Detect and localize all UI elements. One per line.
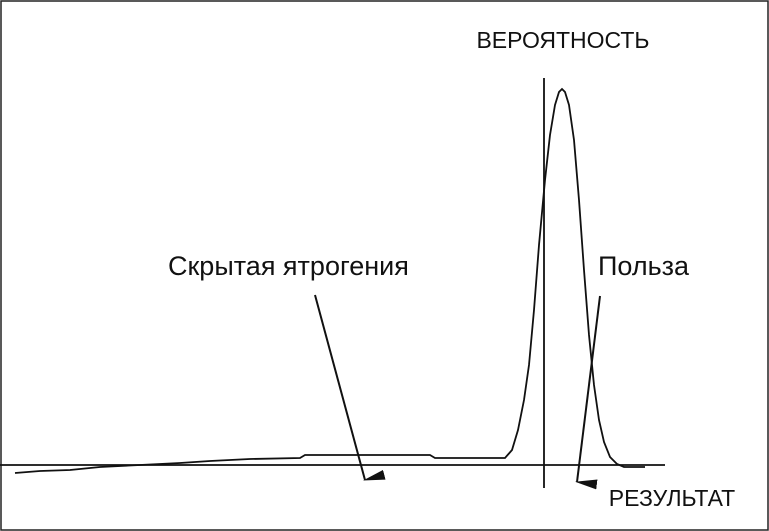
arrow bbox=[575, 295, 601, 490]
annotation: Скрытая ятрогения bbox=[168, 251, 409, 281]
distribution-curve bbox=[14, 87, 645, 474]
x-axis-label: РЕЗУЛЬТАТ bbox=[609, 485, 735, 511]
arrow bbox=[314, 294, 386, 481]
y-axis-label: ВЕРОЯТНОСТЬ bbox=[476, 27, 649, 53]
annotation: Польза bbox=[598, 251, 690, 281]
